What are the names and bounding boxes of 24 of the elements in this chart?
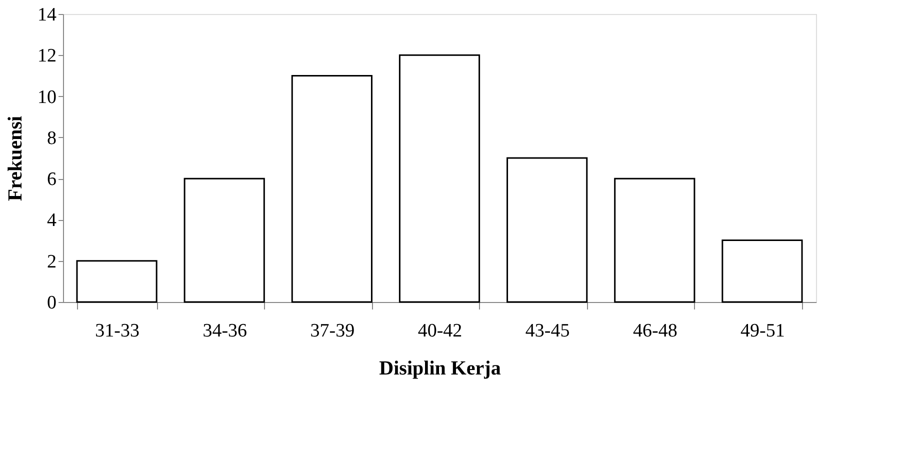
x-tick-label: 37-39 — [310, 320, 355, 342]
y-tick-label: 4 — [47, 210, 57, 232]
bar — [398, 54, 480, 303]
x-axis-title: Disiplin Kerja — [379, 358, 501, 380]
y-tick-label: 10 — [38, 86, 56, 108]
bar — [506, 157, 588, 303]
y-axis-title: Frekuensi — [4, 115, 26, 202]
bar — [184, 178, 265, 303]
bar — [614, 178, 696, 303]
bar — [722, 240, 803, 303]
y-tick-label: 0 — [47, 292, 56, 314]
x-tick-label: 40-42 — [418, 320, 462, 342]
y-tick-label: 14 — [38, 4, 57, 26]
y-tick-label: 12 — [38, 46, 56, 67]
x-tick-label: 43-45 — [525, 320, 570, 342]
y-tick-label: 2 — [47, 251, 56, 272]
y-tick-label: 6 — [47, 169, 56, 190]
bar — [76, 260, 158, 303]
x-tick-label: 34-36 — [202, 320, 248, 342]
x-tick-label: 49-51 — [740, 320, 785, 342]
bar — [291, 74, 372, 303]
x-tick-label: 31-33 — [95, 320, 140, 342]
x-tick-label: 46-48 — [632, 320, 678, 342]
y-tick-label: 8 — [47, 128, 56, 149]
